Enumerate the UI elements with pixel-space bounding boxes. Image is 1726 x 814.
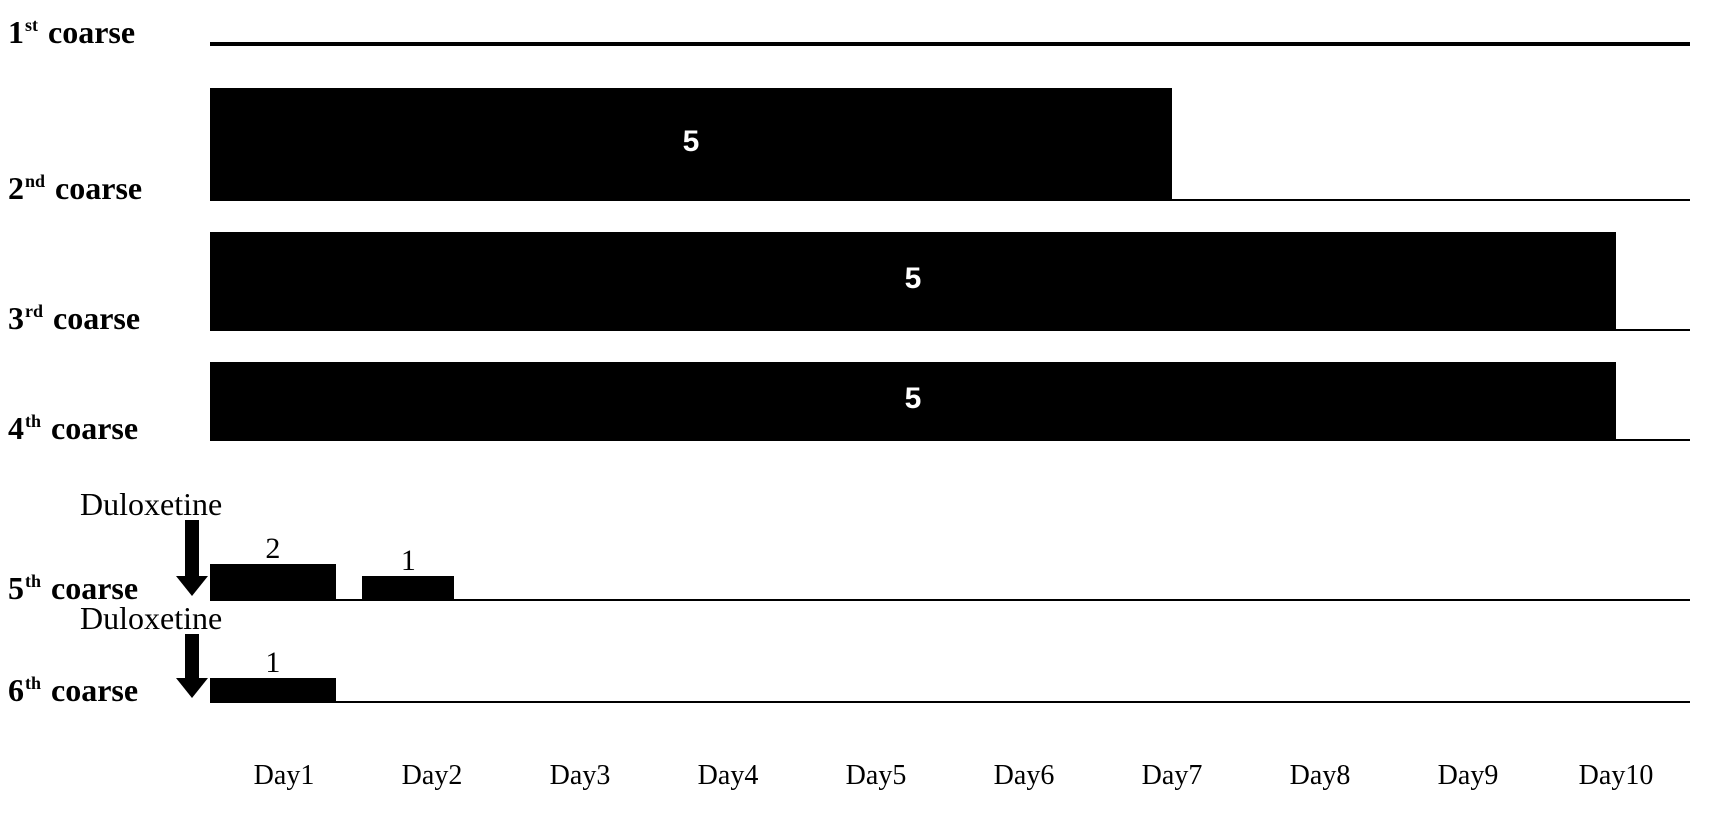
row-baseline: [210, 42, 1690, 46]
row-ordinal: 6: [8, 672, 24, 708]
row-label-1: 1st coarse: [8, 14, 135, 51]
row-label-text: coarse: [40, 14, 135, 50]
row-ordinal: 1: [8, 14, 24, 50]
bar: [210, 564, 336, 600]
x-axis-tick-label: Day3: [506, 760, 654, 792]
row-label-text: coarse: [43, 410, 138, 446]
x-axis-tick-label: Day6: [950, 760, 1098, 792]
row-ordinal: 3: [8, 300, 24, 336]
row-label-2: 2nd coarse: [8, 170, 142, 207]
row-label-text: coarse: [47, 170, 142, 206]
drug-arrow-head: [176, 678, 208, 698]
row-ordinal: 5: [8, 570, 24, 606]
x-axis-tick-label: Day10: [1542, 760, 1690, 792]
bar-value: 5: [671, 125, 711, 159]
x-axis-tick-label: Day9: [1394, 760, 1542, 792]
row-label-4: 4th coarse: [8, 410, 138, 447]
row-ordinal-suffix: nd: [25, 171, 45, 191]
row-label-6: 6th coarse: [8, 672, 138, 709]
row-label-text: coarse: [43, 672, 138, 708]
bar-value: 5: [893, 262, 933, 296]
row-ordinal-suffix: th: [25, 411, 41, 431]
drug-arrow-head: [176, 576, 208, 596]
x-axis-tick-label: Day5: [802, 760, 950, 792]
row-ordinal-suffix: th: [25, 571, 41, 591]
x-axis-tick-label: Day8: [1246, 760, 1394, 792]
drug-arrow-stem: [185, 520, 199, 578]
drug-label: Duloxetine: [80, 486, 222, 523]
bar: [362, 576, 454, 600]
row-ordinal-suffix: rd: [25, 301, 43, 321]
row-label-3: 3rd coarse: [8, 300, 140, 337]
bar-value: 2: [253, 532, 293, 566]
x-axis-tick-label: Day7: [1098, 760, 1246, 792]
row-label-text: coarse: [45, 300, 140, 336]
bar-value: 1: [388, 544, 428, 578]
course-timeline-chart: 1st coarse2nd coarse53rd coarse54th coar…: [0, 0, 1726, 814]
row-ordinal-suffix: th: [25, 673, 41, 693]
x-axis-tick-label: Day4: [654, 760, 802, 792]
row-ordinal-suffix: st: [25, 15, 38, 35]
row-ordinal: 4: [8, 410, 24, 446]
bar-value: 5: [893, 382, 933, 416]
bar-value: 1: [253, 646, 293, 680]
bar: [210, 678, 336, 702]
drug-arrow-stem: [185, 634, 199, 680]
drug-label: Duloxetine: [80, 600, 222, 637]
row-ordinal: 2: [8, 170, 24, 206]
x-axis-tick-label: Day2: [358, 760, 506, 792]
row-baseline: [210, 701, 1690, 703]
x-axis-tick-label: Day1: [210, 760, 358, 792]
